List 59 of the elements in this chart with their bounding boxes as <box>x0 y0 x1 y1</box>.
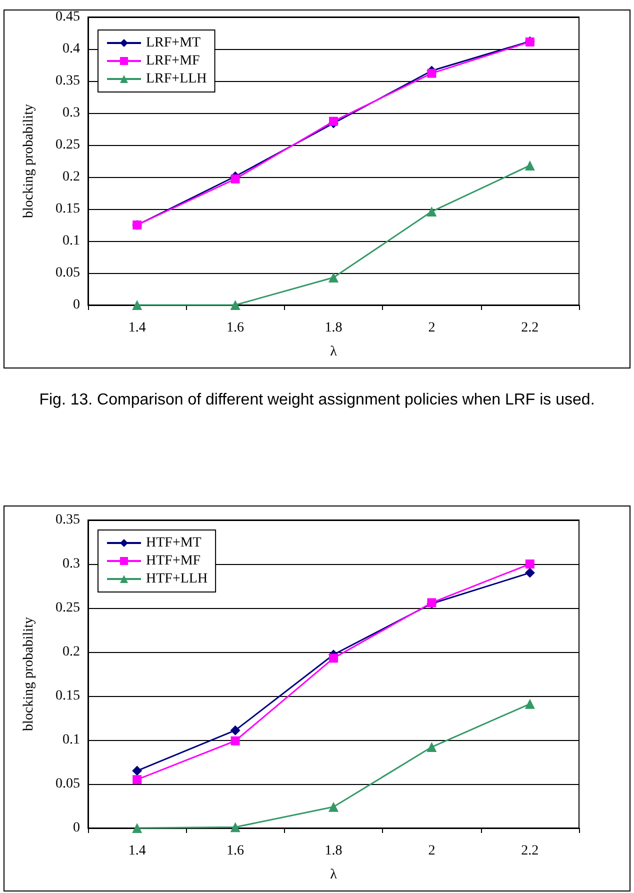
point <box>230 736 240 746</box>
x-tick-label: 2 <box>428 320 436 336</box>
y-tick-label: 0 <box>73 820 80 836</box>
legend-label: LRF+MF <box>146 54 200 68</box>
point <box>230 822 240 832</box>
legend-label: HTF+LLH <box>146 572 208 586</box>
x-tick-label: 1.8 <box>324 320 342 336</box>
point <box>230 174 240 184</box>
y-tick-label: 0.25 <box>56 138 80 152</box>
point <box>524 698 535 709</box>
point <box>328 802 338 812</box>
y-axis-title: blocking probability <box>22 617 36 731</box>
y-tick-label: 0.15 <box>56 202 80 216</box>
y-tick-label: 0.2 <box>62 644 80 660</box>
legend-label: HTF+MT <box>146 536 202 550</box>
x-tick-label: 2 <box>428 844 436 858</box>
point <box>525 560 534 568</box>
legend-label: LRF+LLH <box>146 72 207 86</box>
y-tick-label: 0.25 <box>56 600 80 616</box>
y-tick-label: 0.2 <box>62 170 80 184</box>
x-tick-label: 1.4 <box>128 320 146 336</box>
x-tick-label: 1.4 <box>128 844 146 858</box>
y-tick-label: 0.35 <box>56 512 80 528</box>
point <box>230 725 240 736</box>
y-tick-label: 0.3 <box>62 106 80 120</box>
point <box>132 766 142 776</box>
x-tick-label: 2.2 <box>521 320 539 336</box>
y-tick-label: 0.1 <box>62 732 80 748</box>
point <box>427 68 436 78</box>
point <box>329 654 338 663</box>
x-tick-label: 2.2 <box>521 844 539 858</box>
point <box>426 206 437 217</box>
y-tick-label: 0.05 <box>56 776 80 792</box>
x-tick-label: 1.6 <box>226 844 244 858</box>
point <box>524 160 535 170</box>
legend-label: LRF+MT <box>146 36 202 50</box>
y-tick-label: 0.05 <box>56 266 80 280</box>
x-tick-label: 1.8 <box>324 844 342 858</box>
y-tick-label: 0.1 <box>62 234 80 248</box>
point <box>230 300 240 310</box>
y-tick-label: 0 <box>73 298 80 312</box>
point <box>329 116 338 126</box>
caption: Fig. 13. Comparison of different weight assignment policies when LRF is used. <box>39 392 595 408</box>
y-tick-label: 0.35 <box>56 74 80 88</box>
point <box>426 742 437 752</box>
y-axis-title: blocking probability <box>22 104 36 218</box>
point <box>132 823 142 833</box>
point <box>132 775 142 784</box>
y-tick-label: 0.15 <box>56 688 80 704</box>
y-tick-label: 0.4 <box>62 42 80 56</box>
y-tick-label: 0.45 <box>56 10 80 24</box>
point <box>328 272 338 282</box>
x-axis-title: λ <box>330 344 338 360</box>
legend-label: HTF+MF <box>146 554 201 568</box>
y-tick-label: 0.3 <box>62 556 80 572</box>
x-axis-title: λ <box>330 868 338 882</box>
point <box>132 300 142 310</box>
x-tick-label: 1.6 <box>226 320 244 336</box>
point <box>524 568 535 578</box>
